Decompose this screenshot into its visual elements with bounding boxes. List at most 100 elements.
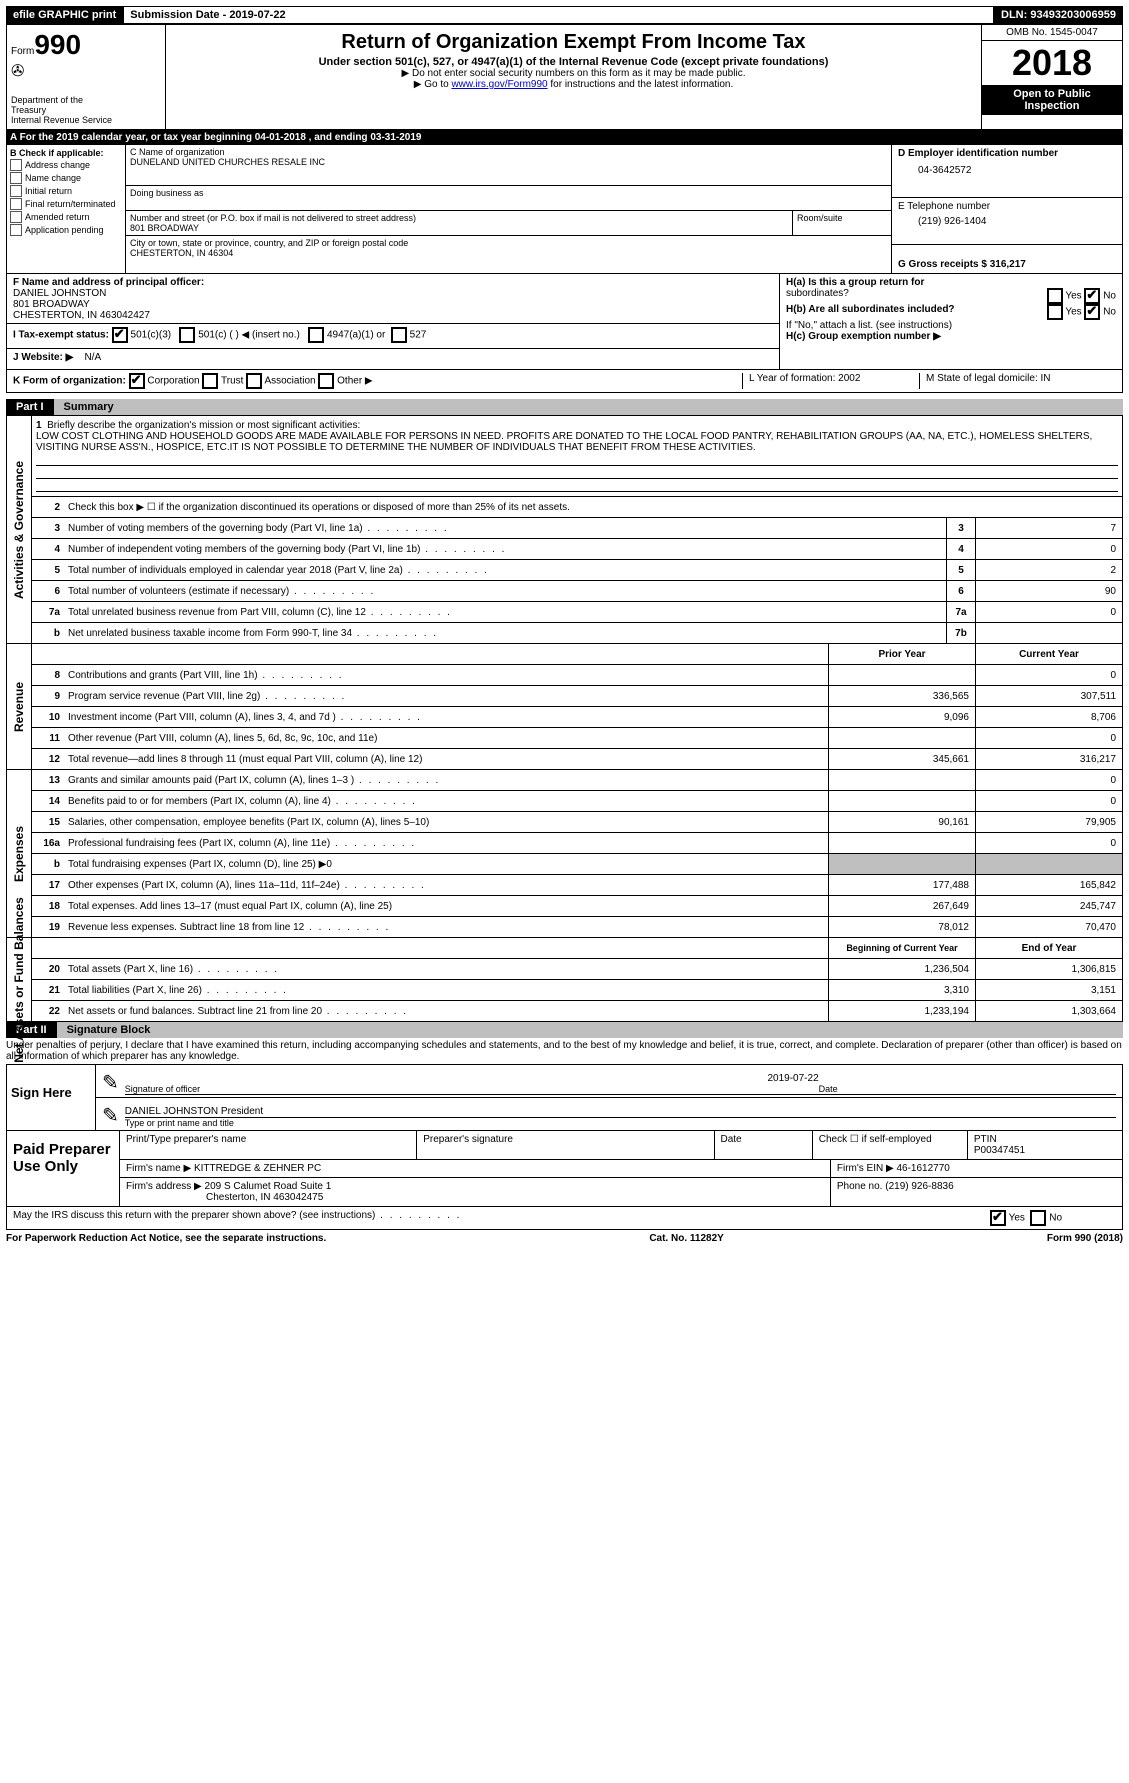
dba-label: Doing business as — [130, 188, 887, 198]
line2-num: 2 — [32, 500, 64, 515]
omb-number: OMB No. 1545-0047 — [982, 25, 1122, 41]
prep-self-employed: Check ☐ if self-employed — [813, 1131, 968, 1159]
expenses-section: Expenses 13 Grants and similar amounts p… — [6, 770, 1123, 938]
room-suite: Room/suite — [793, 211, 891, 235]
line7b-desc: Net unrelated business taxable income fr… — [64, 626, 946, 641]
l-year-formation: L Year of formation: 2002 — [742, 373, 919, 389]
chk-501c[interactable] — [179, 327, 195, 343]
line19-desc: Revenue less expenses. Subtract line 18 … — [64, 920, 828, 935]
line21-num: 21 — [32, 983, 64, 998]
m-state-domicile: M State of legal domicile: IN — [919, 373, 1116, 389]
chk-501c3[interactable] — [112, 327, 128, 343]
line4-val: 0 — [975, 539, 1122, 559]
side-revenue: Revenue — [7, 644, 32, 769]
form-number: 990 — [34, 29, 81, 60]
line7a-cell: 7a — [946, 602, 975, 622]
chk-trust[interactable] — [202, 373, 218, 389]
e-label: E Telephone number — [898, 201, 1116, 212]
line13-num: 13 — [32, 773, 64, 788]
line7a-desc: Total unrelated business revenue from Pa… — [64, 605, 946, 620]
c-label: C Name of organization — [130, 147, 887, 157]
line14-current: 0 — [975, 791, 1122, 811]
part2-title: Signature Block — [57, 1022, 1123, 1038]
i-label: I Tax-exempt status: — [13, 330, 109, 341]
hc-label: H(c) Group exemption number ▶ — [786, 331, 941, 342]
line8-prior — [828, 665, 975, 685]
line7b-val — [975, 623, 1122, 643]
ptin-label: PTIN — [974, 1134, 1116, 1145]
city-label: City or town, state or province, country… — [130, 238, 887, 248]
signer-name: DANIEL JOHNSTON President — [125, 1106, 1116, 1118]
sign-here-label: Sign Here — [7, 1065, 96, 1130]
chk-final-return[interactable]: Final return/terminated — [10, 198, 122, 210]
line16a-num: 16a — [32, 836, 64, 851]
line22-prior: 1,233,194 — [828, 1001, 975, 1021]
chk-4947[interactable] — [308, 327, 324, 343]
addr-label: Number and street (or P.O. box if mail i… — [130, 213, 788, 223]
col-current-year: Current Year — [975, 644, 1122, 664]
discuss-text: May the IRS discuss this return with the… — [13, 1210, 936, 1226]
date-label: Date — [819, 1084, 1116, 1094]
line4-num: 4 — [32, 542, 64, 557]
efile-badge: efile GRAPHIC print — [6, 6, 123, 24]
line3-val: 7 — [975, 518, 1122, 538]
hb-note: If "No," attach a list. (see instruction… — [786, 320, 1116, 331]
org-name: DUNELAND UNITED CHURCHES RESALE INC — [130, 157, 887, 167]
chk-app-pending[interactable]: Application pending — [10, 224, 122, 236]
irs-link[interactable]: www.irs.gov/Form990 — [451, 79, 547, 90]
line12-current: 316,217 — [975, 749, 1122, 769]
chk-amended[interactable]: Amended return — [10, 211, 122, 223]
form-subtitle: Under section 501(c), 527, or 4947(a)(1)… — [170, 56, 977, 68]
line6-num: 6 — [32, 584, 64, 599]
row-a-tax-year: A For the 2019 calendar year, or tax yea… — [6, 130, 1123, 145]
line9-desc: Program service revenue (Part VIII, line… — [64, 689, 828, 704]
form-header: Form990 ✇ Department of theTreasuryInter… — [6, 24, 1123, 130]
chk-ha-yes[interactable] — [1047, 288, 1063, 304]
section-bcdeg: B Check if applicable: Address change Na… — [6, 145, 1123, 274]
col-c-name-addr: C Name of organization DUNELAND UNITED C… — [126, 145, 891, 273]
line17-prior: 177,488 — [828, 875, 975, 895]
header-right: OMB No. 1545-0047 2018 Open to Public In… — [981, 25, 1122, 129]
line2-desc: Check this box ▶ ☐ if the organization d… — [64, 500, 1122, 515]
addr-value: 801 BROADWAY — [130, 223, 788, 233]
f-label: F Name and address of principal officer: — [13, 277, 204, 288]
discuss-row: May the IRS discuss this return with the… — [6, 1207, 1123, 1230]
line22-num: 22 — [32, 1004, 64, 1019]
firm-name: KITTREDGE & ZEHNER PC — [194, 1163, 321, 1174]
chk-discuss-no[interactable] — [1030, 1210, 1046, 1226]
line16b-desc: Total fundraising expenses (Part IX, col… — [64, 857, 828, 872]
chk-discuss-yes[interactable] — [990, 1210, 1006, 1226]
line19-current: 70,470 — [975, 917, 1122, 937]
chk-corp[interactable] — [129, 373, 145, 389]
efile-topbar: efile GRAPHIC print Submission Date - 20… — [6, 6, 1123, 24]
governance-section: Activities & Governance 1 Briefly descri… — [6, 415, 1123, 644]
line15-desc: Salaries, other compensation, employee b… — [64, 815, 828, 830]
pencil-icon: ✎ — [102, 1070, 125, 1095]
chk-hb-no[interactable] — [1084, 304, 1100, 320]
chk-address-change[interactable]: Address change — [10, 159, 122, 171]
chk-ha-no[interactable] — [1084, 288, 1100, 304]
netassets-section: Net Assets or Fund Balances Beginning of… — [6, 938, 1123, 1022]
line3-cell: 3 — [946, 518, 975, 538]
chk-other[interactable] — [318, 373, 334, 389]
row-klm: K Form of organization: Corporation Trus… — [6, 370, 1123, 393]
chk-hb-yes[interactable] — [1047, 304, 1063, 320]
chk-assoc[interactable] — [246, 373, 262, 389]
prep-sig-header: Preparer's signature — [417, 1131, 714, 1159]
footer-left: For Paperwork Reduction Act Notice, see … — [6, 1233, 326, 1244]
part1-header: Part I Summary — [6, 399, 1123, 415]
sign-date: 2019-07-22 — [125, 1073, 1116, 1084]
chk-name-change[interactable]: Name change — [10, 172, 122, 184]
line15-num: 15 — [32, 815, 64, 830]
prep-phone: (219) 926-8836 — [885, 1181, 953, 1192]
line9-current: 307,511 — [975, 686, 1122, 706]
chk-527[interactable] — [391, 327, 407, 343]
line10-prior: 9,096 — [828, 707, 975, 727]
chk-initial-return[interactable]: Initial return — [10, 185, 122, 197]
goto-line: ▶ Go to www.irs.gov/Form990 for instruct… — [170, 79, 977, 90]
line7a-num: 7a — [32, 605, 64, 620]
sig-officer-label: Signature of officer — [125, 1084, 819, 1094]
sign-here-block: Sign Here ✎ 2019-07-22 Signature of offi… — [6, 1064, 1123, 1131]
line22-desc: Net assets or fund balances. Subtract li… — [64, 1004, 828, 1019]
line11-prior — [828, 728, 975, 748]
